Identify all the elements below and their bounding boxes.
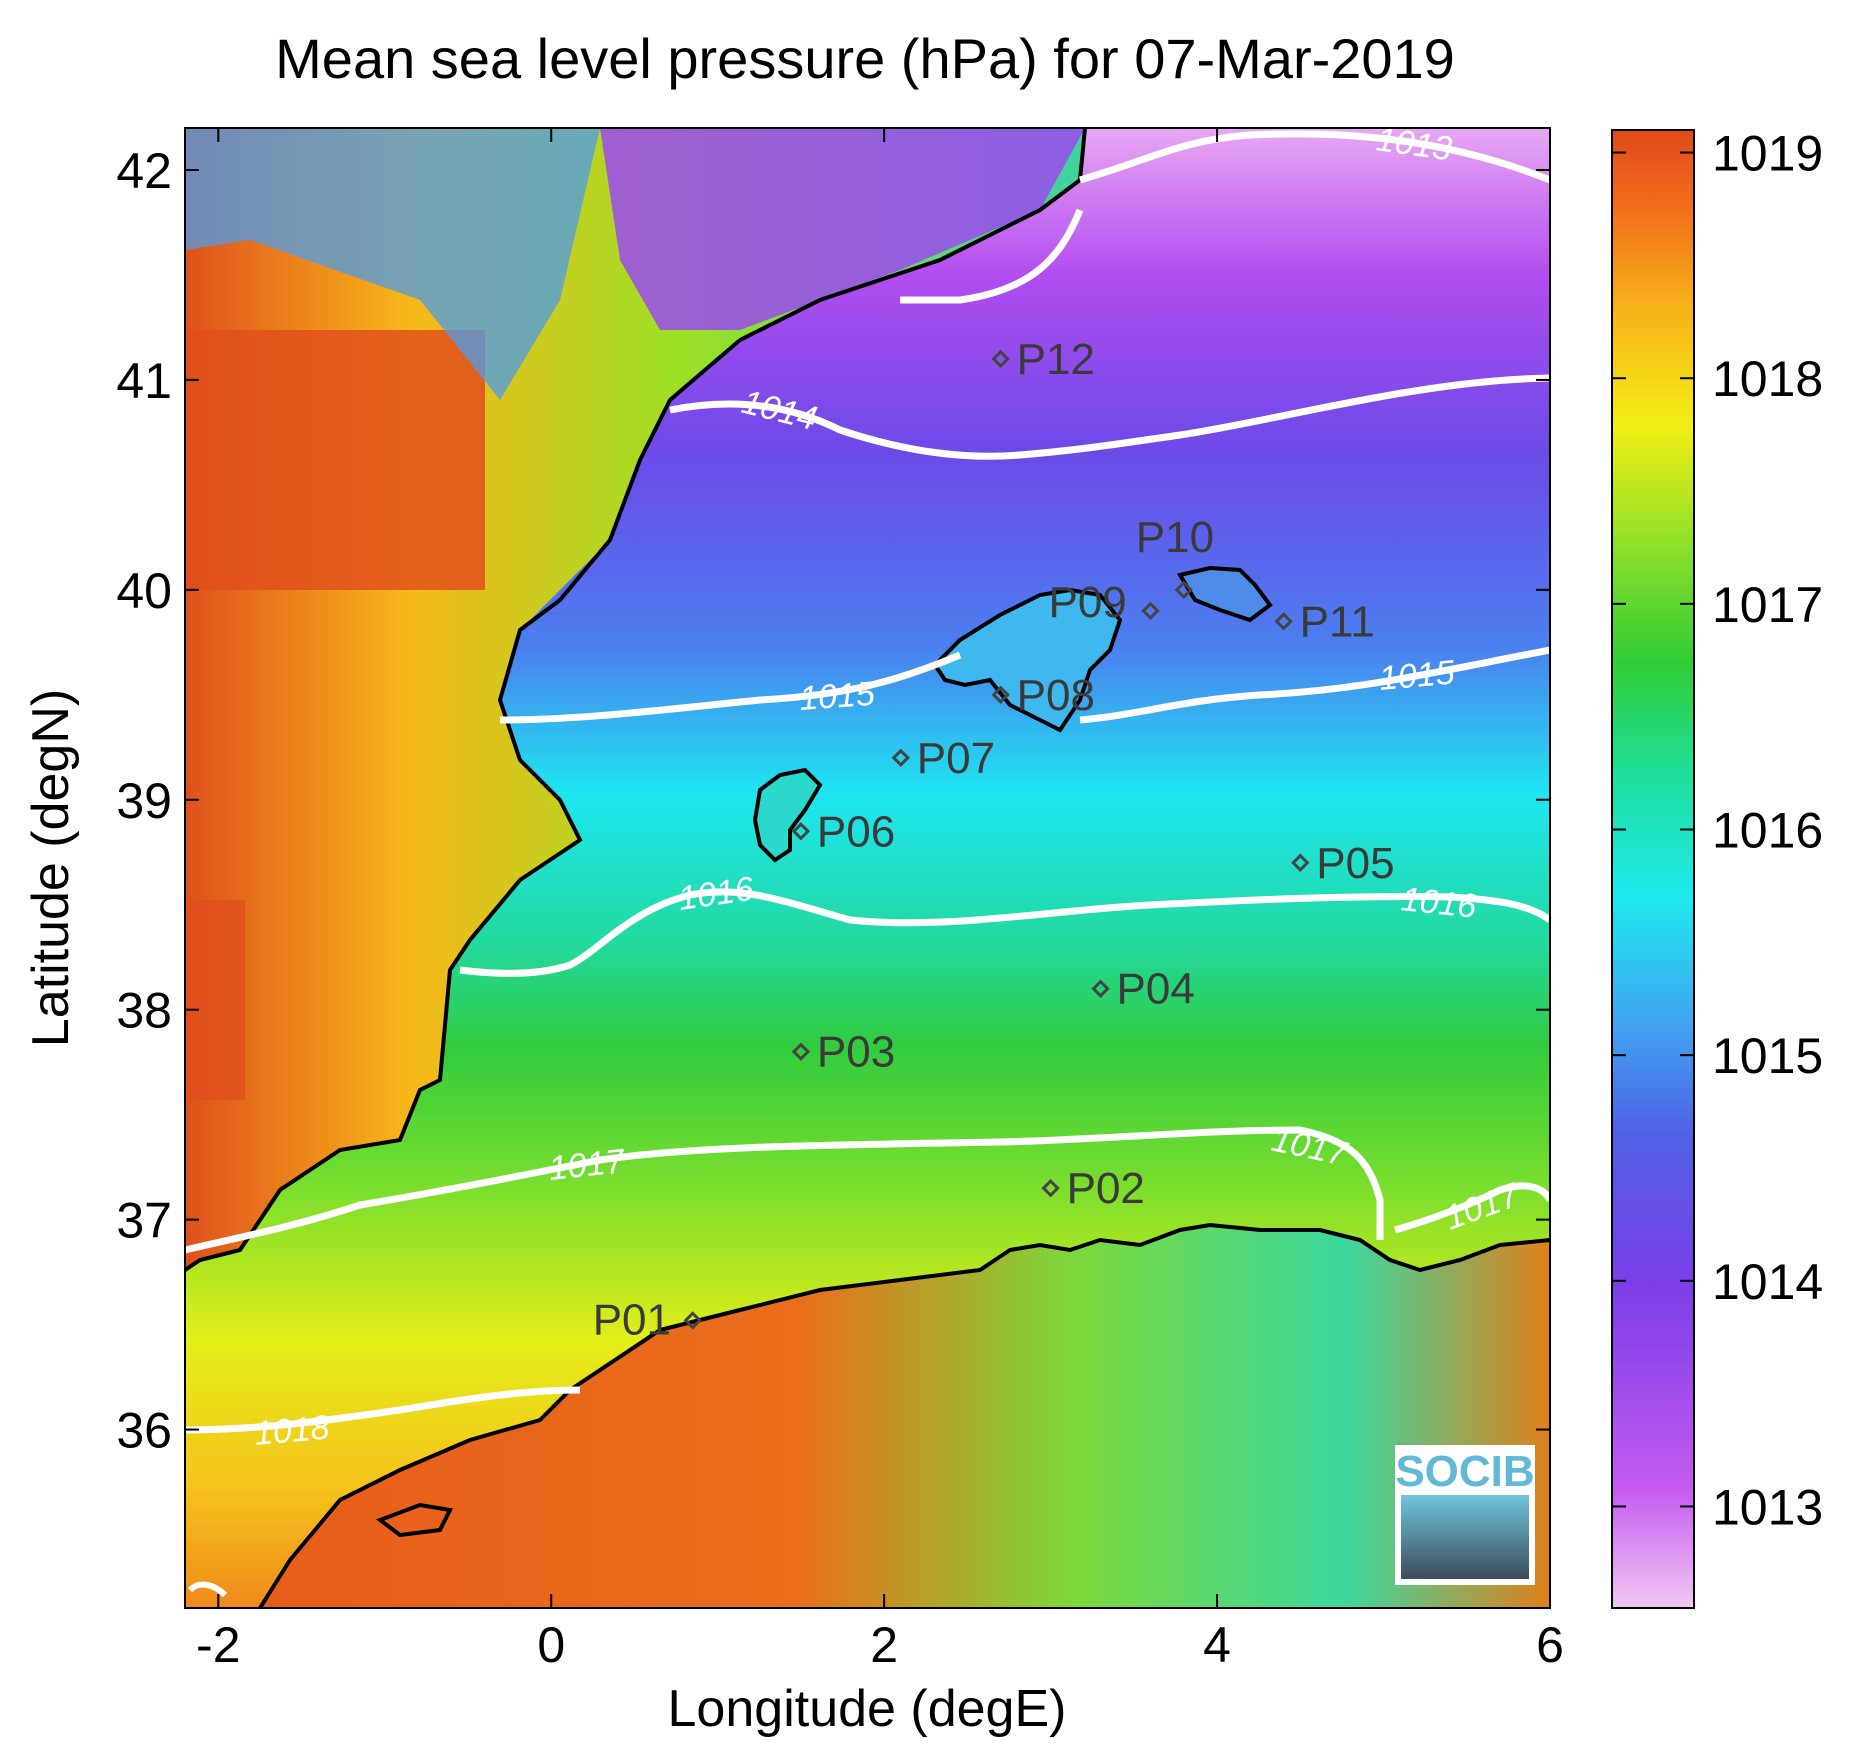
- station-point-p08: P08: [991, 671, 1095, 720]
- station-point-p12: P12: [991, 335, 1095, 384]
- socib-logo: SOCIB: [1395, 1445, 1535, 1585]
- contour-label-1016-east: 1016: [1399, 880, 1478, 926]
- y-axis-ticks: 36 37 38 39 40 41 42: [116, 143, 1550, 1459]
- isobar-1017-main: [185, 1126, 1384, 1254]
- x-tick-label: 6: [1536, 1617, 1564, 1673]
- station-marker: [683, 1311, 702, 1330]
- station-point-p11: P11: [1274, 597, 1375, 646]
- y-tick-label: 40: [116, 563, 172, 619]
- socib-logo-image: [1401, 1495, 1529, 1579]
- map-plot-area: 1013 1014 1015 1015 1016 1016 1017 1017 …: [185, 128, 1550, 1608]
- station-label: P02: [1067, 1164, 1145, 1213]
- station-marker: [1291, 853, 1310, 872]
- station-marker: [1141, 601, 1160, 621]
- colorbar-tick-label: 1017: [1712, 577, 1823, 633]
- iberia-high-pressure-region: [185, 330, 485, 590]
- contour-label-1018: 1018: [252, 1409, 331, 1453]
- y-tick-label: 36: [116, 1403, 172, 1459]
- contour-label-1015-east: 1015: [1377, 654, 1456, 698]
- menorca-island: [1180, 568, 1270, 620]
- isobar-1016: [459, 888, 1550, 977]
- x-tick-label: 2: [870, 1617, 898, 1673]
- station-label: P10: [1136, 513, 1214, 562]
- station-label: P08: [1017, 671, 1095, 720]
- x-tick-label: 0: [537, 1617, 565, 1673]
- station-marker: [991, 685, 1010, 705]
- y-tick-label: 41: [116, 353, 172, 409]
- station-point-p10: P10: [1136, 513, 1214, 600]
- iberia-coastline: [185, 128, 1087, 1272]
- colorbar: [1611, 129, 1695, 1609]
- menorca-coastline: [1176, 565, 1273, 623]
- isobar-1015-east: [1079, 646, 1550, 724]
- colorbar-tick-label: 1016: [1712, 803, 1823, 859]
- station-label: P01: [593, 1295, 671, 1344]
- y-tick-label: 38: [116, 983, 172, 1039]
- contour-label-1017-west: 1017: [547, 1142, 627, 1188]
- station-point-p05: P05: [1291, 839, 1395, 888]
- x-axis-ticks: -2 0 2 4 6: [196, 128, 1564, 1673]
- isobar-1018: [185, 1386, 581, 1434]
- pyrenees-low-region: [185, 128, 600, 400]
- isobar-1013-north: [1079, 130, 1550, 184]
- station-marker: [891, 748, 910, 767]
- station-marker: [1274, 612, 1293, 631]
- isobar-1014: [669, 374, 1550, 460]
- station-point-p04: P04: [1091, 965, 1195, 1014]
- station-point-p07: P07: [891, 734, 995, 783]
- station-point-p09: P09: [1048, 578, 1160, 627]
- station-point-p01: P01: [593, 1295, 702, 1344]
- colorbar-tick-label: 1019: [1712, 126, 1823, 182]
- station-label: P05: [1316, 839, 1394, 888]
- isobar-1015-west: [499, 651, 962, 724]
- north-africa-coastline: [258, 1222, 1550, 1608]
- station-label: P12: [1017, 335, 1095, 384]
- station-point-p06: P06: [791, 807, 895, 856]
- station-marker: [1041, 1178, 1060, 1198]
- iberia-high-pressure-region-south: [185, 900, 245, 1100]
- colorbar-tick-label: 1018: [1712, 351, 1823, 407]
- mallorca-island: [935, 590, 1120, 730]
- y-tick-label: 42: [116, 143, 172, 199]
- catalonia-low-region: [600, 128, 1085, 330]
- station-label: P09: [1048, 578, 1126, 627]
- y-axis-title: Latitude (degN): [22, 689, 80, 1047]
- colorbar-tick-label: 1013: [1712, 1479, 1823, 1535]
- station-label: P11: [1300, 597, 1375, 646]
- isobar-1018-small: [187, 1581, 228, 1598]
- y-tick-label: 37: [116, 1193, 172, 1249]
- map-title: Mean sea level pressure (hPa) for 07-Mar…: [275, 27, 1455, 90]
- ibiza-island: [755, 770, 820, 860]
- mallorca-coastline: [932, 587, 1123, 733]
- x-tick-label: 4: [1203, 1617, 1231, 1673]
- colorbar-tick-label: 1015: [1712, 1028, 1823, 1084]
- x-axis-title: Longitude (degE): [668, 1680, 1067, 1738]
- contour-label-1015-west: 1015: [798, 675, 876, 718]
- station-marker: [791, 1042, 811, 1061]
- isobar-1013-coast: [900, 208, 1084, 304]
- station-point-p03: P03: [791, 1028, 895, 1077]
- y-tick-label: 39: [116, 773, 172, 829]
- station-label: P06: [817, 807, 895, 856]
- x-tick-label: -2: [196, 1617, 240, 1673]
- alboran-island-coastline: [375, 1502, 453, 1538]
- colorbar-tick-label: 1014: [1712, 1254, 1823, 1310]
- ibiza-coastline: [752, 767, 823, 863]
- station-marker: [791, 822, 811, 841]
- station-label: P04: [1117, 965, 1195, 1014]
- station-label: P07: [917, 734, 995, 783]
- socib-logo-text: SOCIB: [1395, 1447, 1534, 1496]
- station-marker: [1174, 580, 1193, 600]
- station-marker: [991, 349, 1010, 369]
- plot-frame: [184, 127, 1551, 1609]
- station-marker: [1091, 979, 1110, 998]
- colorbar-ticks: 1013 1014 1015 1016 1017 1018 1019: [1612, 126, 1823, 1535]
- station-label: P03: [817, 1028, 895, 1077]
- station-point-p02: P02: [1041, 1164, 1145, 1213]
- isobar-1017-east: [1394, 1182, 1550, 1234]
- north-africa-land: [185, 1225, 1550, 1608]
